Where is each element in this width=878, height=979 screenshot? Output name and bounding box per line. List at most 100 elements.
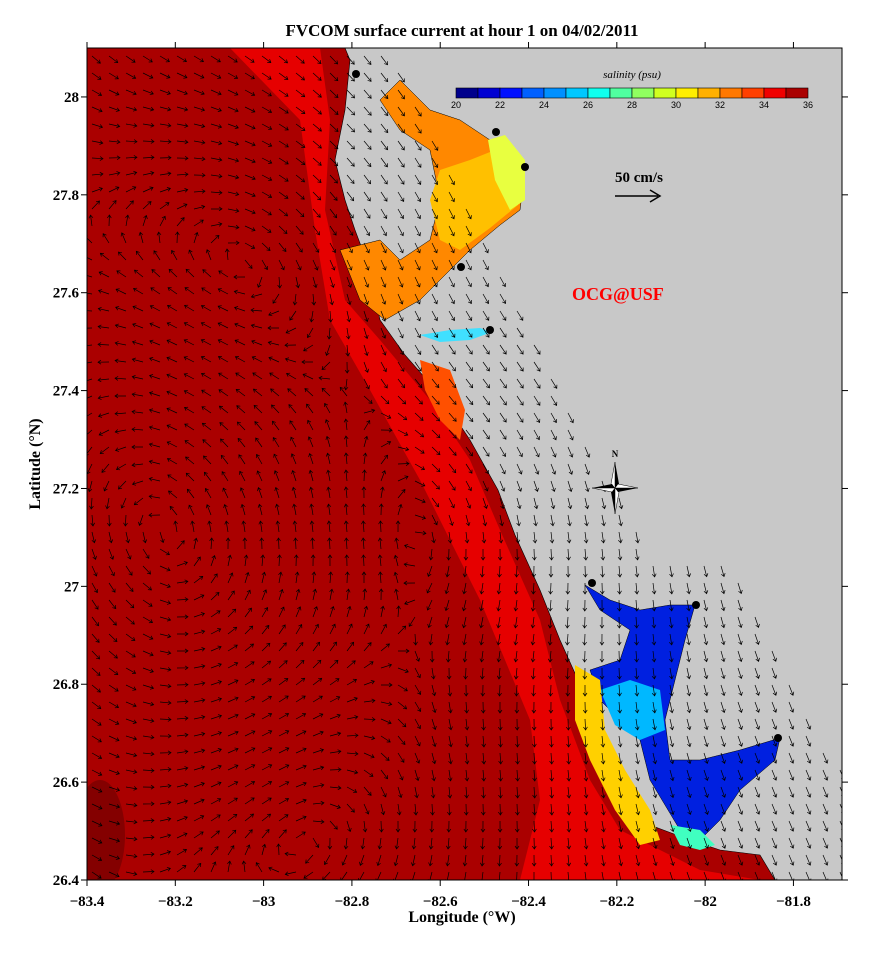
current-arrow [295, 713, 307, 720]
current-arrow [312, 713, 324, 720]
current-arrow [227, 123, 239, 130]
current-arrow [227, 191, 240, 197]
current-arrow [566, 871, 572, 880]
current-arrow [464, 786, 469, 799]
current-arrow [243, 554, 249, 567]
current-arrow [448, 446, 457, 456]
current-arrow [839, 854, 842, 865]
x-tick-label: −82 [693, 894, 717, 910]
current-arrow [108, 139, 121, 145]
current-arrow [805, 769, 812, 781]
colorbar-title: salinity (psu) [603, 69, 661, 81]
current-arrow [482, 446, 490, 457]
current-arrow [771, 752, 778, 764]
current-arrow [376, 854, 382, 867]
colorbar: salinity (psu) 20 22 24 26 28 30 32 34 36 [451, 69, 813, 110]
current-arrow [822, 837, 829, 849]
current-arrow [261, 208, 272, 216]
current-arrow [479, 616, 484, 629]
current-arrow [244, 678, 256, 686]
current-arrow [105, 497, 110, 510]
current-arrow [652, 769, 658, 782]
current-arrow [183, 356, 195, 363]
current-arrow [771, 786, 778, 798]
current-arrow [311, 293, 317, 306]
current-arrow [244, 157, 256, 164]
current-arrow [295, 606, 302, 618]
current-arrow [361, 486, 367, 499]
current-arrow [499, 310, 507, 321]
current-arrow [240, 503, 246, 516]
current-arrow [115, 306, 127, 312]
current-arrow [108, 701, 120, 709]
current-arrow [412, 820, 418, 833]
current-arrow [159, 55, 170, 63]
current-arrow [200, 339, 212, 346]
current-arrow [343, 401, 348, 414]
current-arrow [582, 650, 587, 663]
current-arrow [295, 677, 306, 686]
current-arrow [414, 446, 425, 454]
current-arrow [167, 287, 178, 295]
current-arrow [285, 372, 297, 380]
x-tick-label: −83.4 [70, 894, 105, 910]
current-arrow [125, 836, 138, 842]
current-arrow [634, 616, 639, 629]
current-arrow [244, 625, 254, 635]
current-arrow [363, 786, 372, 796]
current-arrow [193, 231, 199, 244]
current-arrow [125, 802, 138, 808]
current-arrow [431, 531, 436, 544]
current-arrow [397, 293, 404, 305]
current-arrow [499, 463, 506, 475]
current-arrow [125, 531, 131, 544]
current-arrow [618, 497, 624, 510]
current-arrow [159, 582, 171, 589]
current-arrow [429, 820, 435, 833]
current-arrow [669, 735, 675, 748]
current-arrow [463, 820, 469, 833]
current-arrow [479, 871, 484, 880]
current-arrow [754, 616, 760, 629]
current-arrow [516, 412, 524, 423]
current-arrow [295, 123, 306, 131]
current-arrow [324, 402, 331, 414]
current-arrow [380, 470, 387, 482]
current-arrow [497, 871, 502, 880]
current-arrow [582, 701, 588, 714]
current-arrow [329, 106, 339, 115]
current-arrow [293, 537, 298, 550]
current-arrow [284, 357, 297, 363]
x-tick-label: −81.8 [776, 894, 811, 910]
current-arrow [261, 242, 271, 251]
current-arrow [618, 786, 623, 799]
current-arrow [244, 55, 255, 63]
current-arrow [295, 72, 306, 81]
current-arrow [159, 717, 172, 722]
current-arrow [584, 480, 590, 493]
current-arrow [380, 441, 392, 448]
current-arrow [224, 520, 229, 533]
current-arrow [227, 797, 238, 805]
current-arrow [302, 373, 314, 380]
current-arrow [91, 803, 103, 810]
current-arrow [176, 749, 189, 755]
current-arrow [278, 660, 288, 669]
current-arrow [329, 623, 336, 635]
current-arrow [142, 818, 155, 823]
current-arrow [142, 667, 154, 673]
current-arrow [326, 469, 331, 482]
current-arrow [703, 735, 709, 748]
current-arrow [309, 310, 314, 323]
current-arrow [329, 731, 342, 737]
current-arrow [805, 752, 812, 764]
current-arrow [186, 488, 195, 499]
current-arrow [227, 157, 240, 163]
current-arrow [88, 214, 94, 227]
current-arrow [108, 106, 120, 112]
current-arrow [244, 72, 255, 80]
current-arrow [533, 463, 540, 475]
current-arrow [754, 803, 761, 815]
current-arrow [142, 72, 154, 79]
current-arrow [87, 361, 93, 364]
